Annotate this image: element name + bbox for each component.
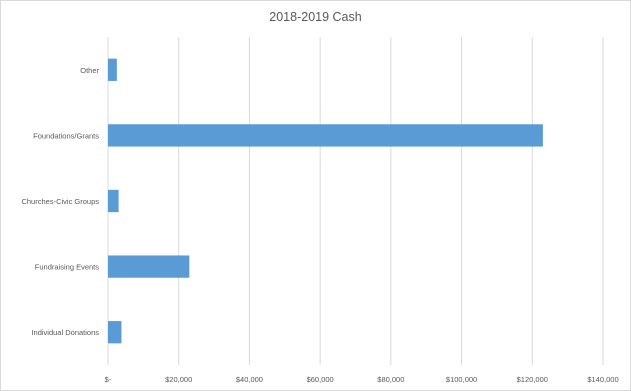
x-tick-label: $- bbox=[105, 375, 112, 384]
category-label: Churches-Civic Groups bbox=[21, 197, 99, 206]
x-tick-label: $20,000 bbox=[165, 375, 192, 384]
x-tick-label: $120,000 bbox=[517, 375, 548, 384]
bars bbox=[108, 58, 543, 344]
x-axis-tick-labels: $- $20,000 $40,000 $60,000 $80,000 $100,000 $1… bbox=[105, 375, 619, 384]
category-label: Fundraising Events bbox=[35, 263, 99, 272]
x-tick-label: $60,000 bbox=[307, 375, 334, 384]
x-tick-label: $40,000 bbox=[236, 375, 263, 384]
bar bbox=[108, 189, 119, 213]
bar bbox=[108, 58, 117, 81]
bar bbox=[108, 255, 190, 278]
x-tick-label: $140,000 bbox=[587, 375, 618, 384]
x-tick-label: $100,000 bbox=[446, 375, 477, 384]
x-tick-label: $80,000 bbox=[377, 375, 404, 384]
bar bbox=[108, 321, 122, 344]
y-axis-category-labels: Other Foundations/Grants Churches-Civic Gr… bbox=[21, 66, 99, 337]
gridlines bbox=[107, 37, 604, 365]
chart-title: 2018-2019 Cash bbox=[269, 10, 362, 24]
category-label: Individual Donations bbox=[31, 328, 99, 337]
bar bbox=[108, 124, 543, 147]
category-label: Other bbox=[80, 66, 99, 75]
category-label: Foundations/Grants bbox=[33, 131, 99, 140]
